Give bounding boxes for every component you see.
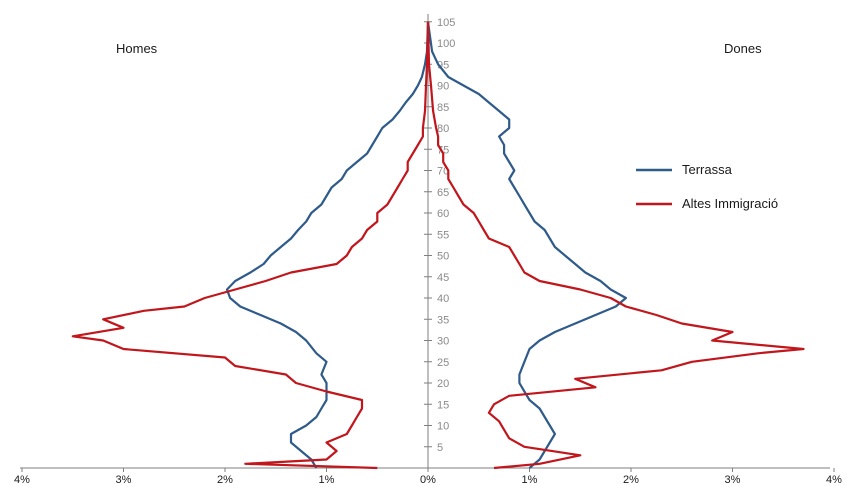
y-tick-label: 80 — [437, 123, 449, 135]
y-tick-label: 5 — [437, 442, 443, 454]
x-tick-label: 2% — [217, 474, 233, 486]
series-altes-immigraci--men-line — [71, 21, 430, 470]
x-tick-marks — [21, 468, 835, 472]
y-tick-label: 35 — [437, 314, 449, 326]
legend-label-terrassa: Terrassa — [682, 162, 733, 177]
y-tick-label: 85 — [437, 102, 449, 114]
x-tick-label: 4% — [826, 474, 842, 486]
legend: Terrassa Altes Immigració — [636, 162, 778, 211]
y-tick-label: 105 — [437, 17, 455, 29]
y-tick-label: 45 — [437, 272, 449, 284]
x-tick-label: 4% — [14, 474, 30, 486]
series-lines — [71, 21, 805, 470]
y-tick-label: 55 — [437, 229, 449, 241]
x-tick-label: 0% — [420, 474, 436, 486]
y-tick-label: 25 — [437, 357, 449, 369]
x-tick-label: 1% — [522, 474, 538, 486]
y-tick-label: 40 — [437, 293, 449, 305]
x-tick-label: 2% — [623, 474, 639, 486]
x-tick-labels: 4% 3% 2% 1% 0% 1% 2% 3% 4% — [14, 474, 842, 486]
y-tick-label: 100 — [437, 38, 455, 50]
y-tick-label: 20 — [437, 378, 449, 390]
men-label: Homes — [116, 41, 158, 56]
y-tick-label: 90 — [437, 81, 449, 93]
x-tick-label: 3% — [116, 474, 132, 486]
women-label: Dones — [724, 41, 762, 56]
y-tick-label: 15 — [437, 399, 449, 411]
y-tick-label: 65 — [437, 187, 449, 199]
series-terrassa-men-line — [225, 21, 430, 469]
y-tick-label: 30 — [437, 336, 449, 348]
legend-label-altes-immigracio: Altes Immigració — [682, 196, 778, 211]
y-tick-label: 50 — [437, 251, 449, 263]
y-tick-label: 60 — [437, 208, 449, 220]
series-altes-immigraci--women-line — [426, 21, 805, 470]
y-tick-labels: 5101520253035404550556065707580859095100… — [437, 17, 455, 454]
series-terrassa-women-line — [426, 21, 628, 469]
x-tick-label: 1% — [319, 474, 335, 486]
x-tick-label: 3% — [725, 474, 741, 486]
y-tick-label: 10 — [437, 421, 449, 433]
